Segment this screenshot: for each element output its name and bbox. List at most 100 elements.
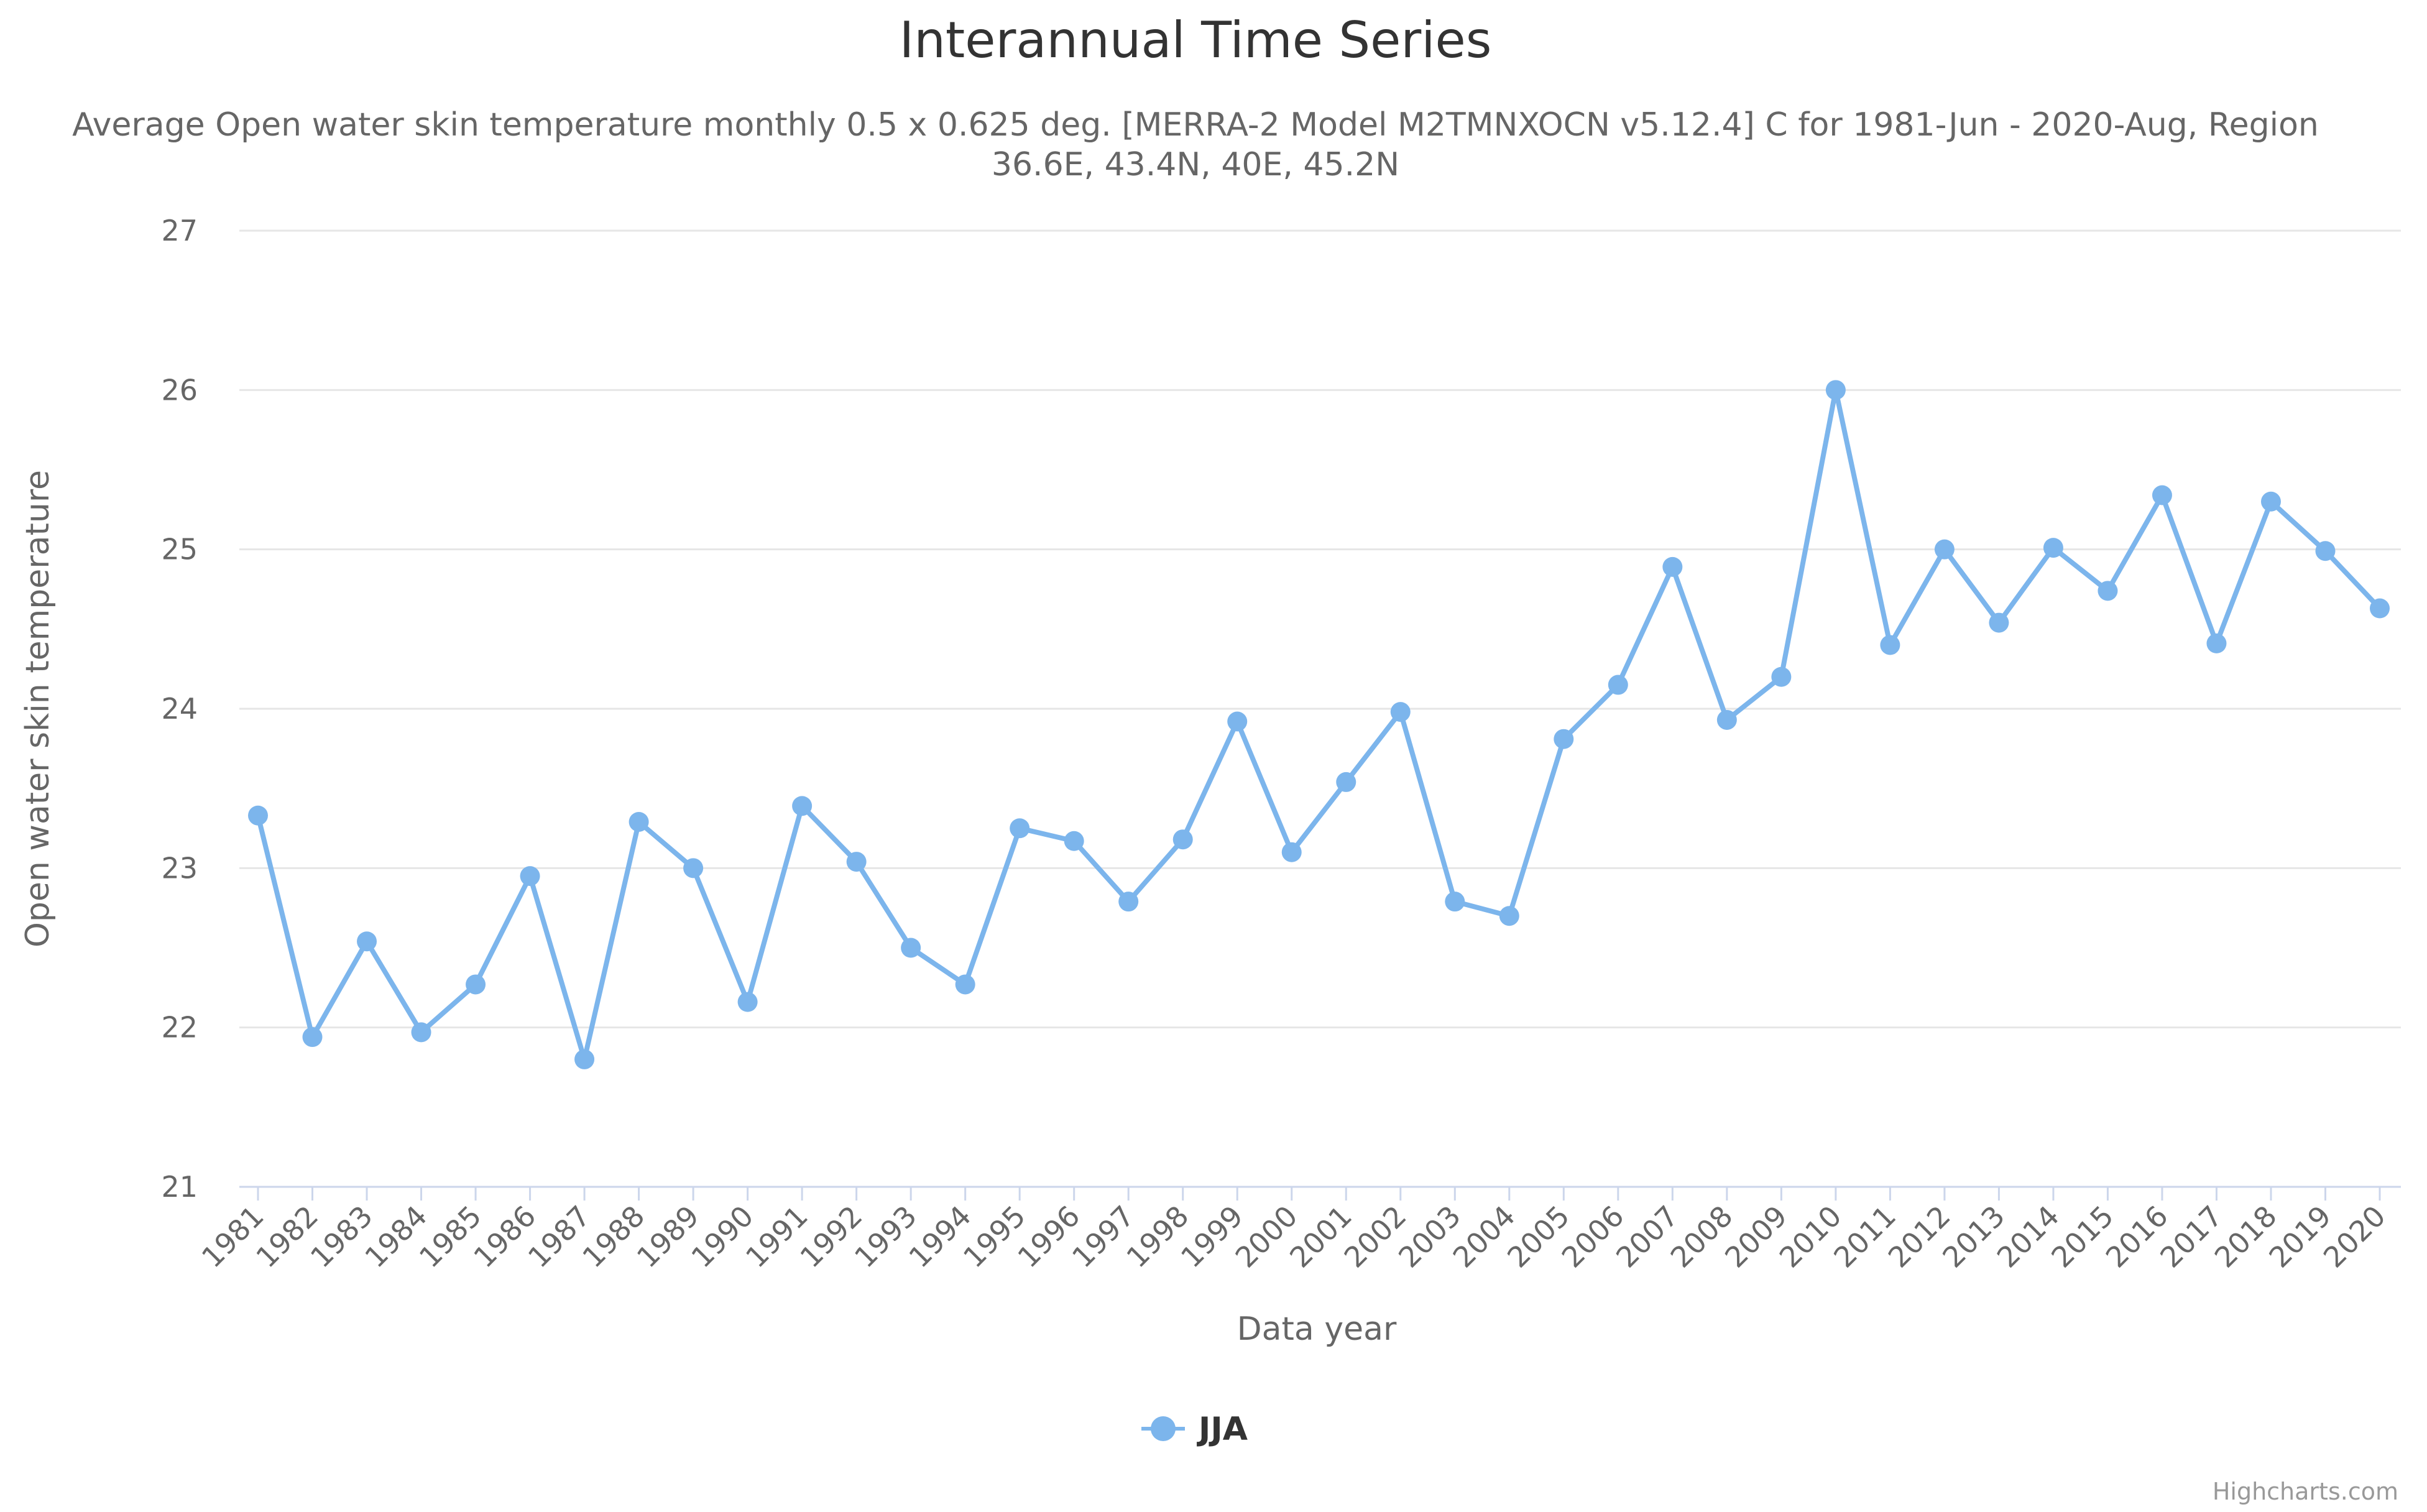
data-point-1992[interactable] [846,852,867,872]
data-point-2018[interactable] [2260,491,2281,512]
data-point-2000[interactable] [1281,842,1302,862]
x-tick-label: 2012 [1882,1199,1957,1275]
data-point-1983[interactable] [357,931,377,952]
chart-subtitle-line1: Average Open water skin temperature mont… [72,106,2319,144]
x-tick-label: 1986 [467,1199,542,1275]
gridlines [239,229,2401,1029]
data-point-2019[interactable] [2315,541,2336,561]
x-tick-label: 2006 [1555,1199,1631,1275]
data-point-1991[interactable] [792,796,813,816]
x-tick-label: 1992 [793,1199,868,1275]
x-tick-label: 2007 [1610,1199,1685,1275]
data-point-2003[interactable] [1445,892,1465,912]
x-tick-label: 1996 [1011,1199,1086,1275]
x-tick-label: 2015 [2045,1199,2120,1275]
data-point-1999[interactable] [1227,711,1248,732]
x-tick-label: 2019 [2262,1199,2337,1275]
x-tick-label: 1985 [413,1199,488,1275]
x-axis-title: Data year [1237,1311,1397,1348]
y-tick-label: 27 [161,214,198,247]
x-tick-label: 1984 [358,1199,433,1275]
x-tick-label: 2020 [2317,1199,2392,1275]
data-point-1981[interactable] [248,805,268,826]
x-tick-label: 1983 [304,1199,379,1275]
y-tick-label: 26 [161,373,198,407]
y-tick-label: 23 [161,851,198,885]
x-axis: 1981198219831984198519861987198819891990… [195,1186,2401,1275]
data-point-2004[interactable] [1499,906,1519,926]
y-tick-label: 21 [161,1170,198,1204]
x-tick-label: 1993 [848,1199,923,1275]
x-tick-label: 2009 [1718,1199,1794,1275]
data-point-1994[interactable] [955,974,975,995]
x-tick-label: 2010 [1773,1199,1848,1275]
data-point-2016[interactable] [2152,485,2172,505]
x-tick-label: 1995 [957,1199,1032,1275]
x-tick-label: 1981 [195,1199,270,1275]
x-tick-label: 1989 [630,1199,706,1275]
data-point-1986[interactable] [520,866,540,887]
x-tick-label: 2008 [1664,1199,1739,1275]
x-tick-label: 2001 [1283,1199,1358,1275]
x-tick-label: 2013 [1936,1199,2011,1275]
data-point-2008[interactable] [1716,709,1737,730]
x-tick-label: 1994 [902,1199,977,1275]
legend-marker [1151,1416,1176,1441]
data-point-1997[interactable] [1118,892,1139,912]
data-point-2010[interactable] [1825,380,1846,400]
y-tick-label: 24 [161,692,198,726]
data-point-1984[interactable] [411,1022,431,1043]
x-tick-label: 1997 [1066,1199,1141,1275]
data-point-2017[interactable] [2206,633,2227,653]
data-point-2005[interactable] [1554,729,1574,749]
x-tick-label: 1998 [1120,1199,1195,1275]
x-tick-label: 1987 [522,1199,597,1275]
data-point-2015[interactable] [2098,581,2118,601]
chart-subtitle-line2: 36.6E, 43.4N, 40E, 45.2N [992,146,1399,183]
y-tick-label: 22 [161,1011,198,1044]
x-tick-label: 1990 [684,1199,760,1275]
x-tick-label: 1988 [576,1199,651,1275]
data-point-2012[interactable] [1934,539,1955,560]
x-tick-label: 2016 [2099,1199,2175,1275]
x-tick-label: 1991 [739,1199,814,1275]
data-point-1996[interactable] [1064,831,1084,851]
y-axis-ticks: 21 22 23 24 25 26 27 [161,214,198,1204]
data-point-2006[interactable] [1608,675,1628,695]
data-point-1998[interactable] [1172,829,1193,850]
series-jja[interactable] [248,380,2390,1069]
data-point-2001[interactable] [1336,772,1356,792]
credits-link[interactable]: Highcharts.com [2213,1478,2398,1505]
data-point-1988[interactable] [629,811,649,832]
data-point-1990[interactable] [737,992,758,1012]
data-point-1985[interactable] [466,974,486,995]
x-tick-label: 1999 [1174,1199,1250,1275]
legend-label: JJA [1197,1411,1248,1448]
x-tick-label: 2003 [1392,1199,1467,1275]
x-tick-label: 2011 [1827,1199,1902,1275]
x-tick-label: 1982 [249,1199,325,1275]
x-tick-label: 2014 [1991,1199,2066,1275]
data-point-1989[interactable] [683,858,704,878]
x-tick-label: 2017 [2153,1199,2229,1275]
y-tick-label: 25 [161,533,198,566]
y-axis-title: Open water skin temperature [19,470,57,947]
data-point-2020[interactable] [2370,598,2390,619]
data-point-2009[interactable] [1771,666,1792,687]
series-line [256,387,2382,1062]
data-point-2007[interactable] [1662,556,1683,577]
data-point-2013[interactable] [1989,612,2009,633]
legend-item-jja[interactable]: JJA [1141,1411,1248,1448]
data-point-1982[interactable] [302,1027,323,1048]
x-tick-label: 2002 [1338,1199,1413,1275]
data-point-1987[interactable] [574,1049,595,1069]
data-point-2002[interactable] [1390,702,1411,722]
data-point-1993[interactable] [901,938,921,958]
data-point-2014[interactable] [2043,538,2063,558]
chart-title: Interannual Time Series [900,11,1492,69]
data-point-2011[interactable] [1880,635,1900,655]
x-tick-label: 2000 [1229,1199,1304,1275]
x-tick-label: 2018 [2208,1199,2283,1275]
data-point-1995[interactable] [1010,818,1030,839]
